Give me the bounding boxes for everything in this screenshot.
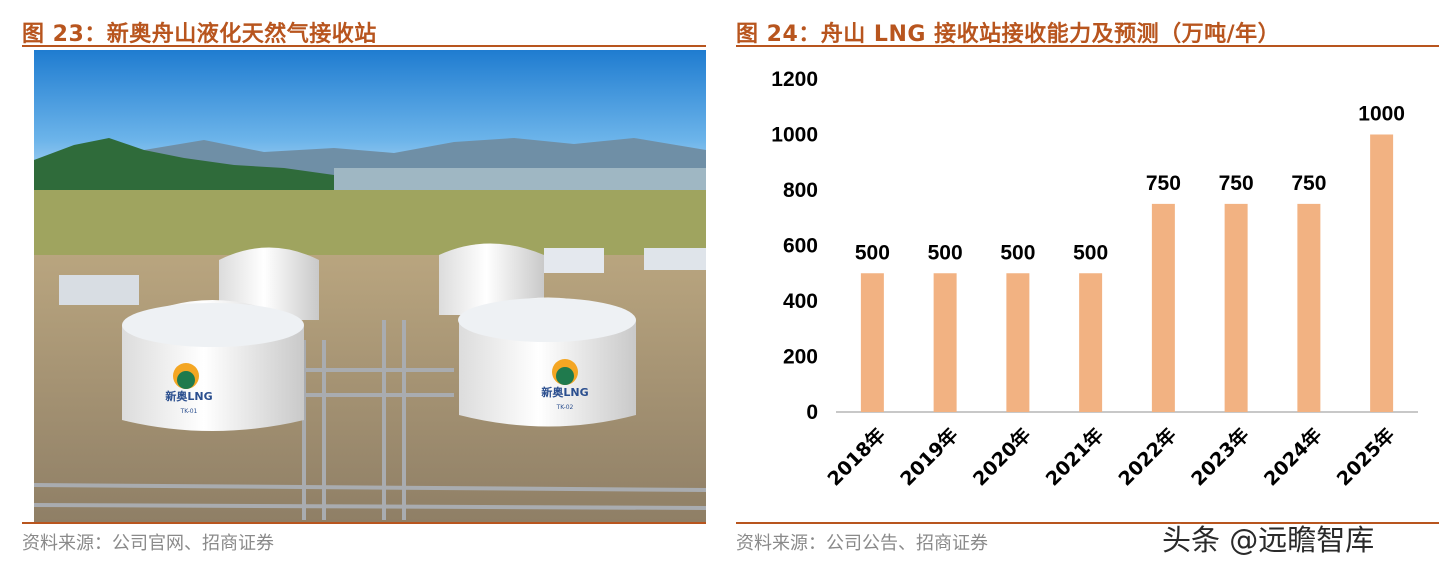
tank-back-right (439, 243, 544, 315)
building-right (544, 248, 604, 273)
x-tick-label-2019年: 2019年 (896, 423, 963, 490)
y-axis-ticks: 0 200 400 600 800 1000 1200 (771, 68, 818, 424)
lng-terminal-photo: 新奥LNG TK-01 新奥LNG TK-02 (34, 50, 706, 522)
bars (860, 134, 1394, 412)
data-label-2022年: 750 (1146, 172, 1181, 195)
tank-tk-01: 新奥LNG TK-01 (122, 300, 304, 431)
tank-back-left (219, 247, 319, 320)
data-label-2024年: 750 (1291, 172, 1326, 195)
figure-23-source: 资料来源：公司官网、招商证券 (22, 533, 274, 554)
x-axis-ticks: 2018年 2019年 2020年 2021年 2022年 2023年 2024年 2025年 (823, 423, 1399, 490)
bar-2019年 (933, 273, 957, 412)
data-label-2019年: 500 (928, 241, 963, 264)
y-tick-label-0: 0 (806, 401, 818, 424)
bar-2023年 (1224, 203, 1248, 412)
tank-1-logo-text: 新奥LNG (165, 389, 212, 403)
bar-2025年 (1370, 134, 1394, 412)
figure-24-title: 图 24：舟山 LNG 接收站接收能力及预测（万吨/年） (736, 22, 1281, 47)
right-figure-panel: 图 24：舟山 LNG 接收站接收能力及预测（万吨/年） 0 200 400 600 8… (736, 0, 1439, 571)
data-label-2025年: 1000 (1358, 103, 1405, 126)
x-tick-label-2023年: 2023年 (1187, 423, 1254, 490)
x-tick-label-2024年: 2024年 (1259, 423, 1326, 490)
source-divider (22, 522, 706, 524)
title-divider (736, 45, 1439, 47)
y-tick-label-200: 200 (783, 346, 818, 369)
x-tick-label-2018年: 2018年 (823, 423, 890, 490)
figure-24-source: 资料来源：公司公告、招商证券 (736, 533, 988, 554)
y-tick-label-400: 400 (783, 290, 818, 313)
x-tick-label-2025年: 2025年 (1332, 423, 1399, 490)
y-tick-label-800: 800 (783, 179, 818, 202)
bar-2021年 (1079, 273, 1103, 412)
tank-2-label: TK-02 (556, 404, 574, 411)
data-label-2020年: 500 (1000, 241, 1035, 264)
bar-2024年 (1297, 203, 1321, 412)
left-figure-panel: 图 23：新奥舟山液化天然气接收站 (22, 0, 706, 571)
x-tick-label-2022年: 2022年 (1114, 423, 1181, 490)
figure-23-title: 图 23：新奥舟山液化天然气接收站 (22, 22, 377, 47)
data-labels: 500 500 500 500 750 750 750 1000 (855, 103, 1405, 265)
pipe-racks (34, 320, 706, 520)
source-divider (736, 522, 1439, 524)
y-tick-label-1200: 1200 (771, 68, 818, 91)
tank-1-label: TK-01 (180, 408, 198, 415)
title-divider (22, 45, 706, 47)
building-left (59, 275, 139, 305)
bar-2020年 (1006, 273, 1030, 412)
x-tick-label-2021年: 2021年 (1041, 423, 1108, 490)
building-far-right (644, 248, 706, 270)
bar-2022年 (1151, 203, 1175, 412)
data-label-2018年: 500 (855, 241, 890, 264)
y-tick-label-600: 600 (783, 235, 818, 258)
tank-tk-02: 新奥LNG TK-02 (458, 297, 636, 427)
capacity-bar-chart: 0 200 400 600 800 1000 1200 500 500 500 500 750 750… (771, 68, 1418, 490)
data-label-2021年: 500 (1073, 241, 1108, 264)
tank-2-logo-text: 新奥LNG (541, 385, 588, 399)
y-tick-label-1000: 1000 (771, 124, 818, 147)
data-label-2023年: 750 (1219, 172, 1254, 195)
bar-2018年 (860, 273, 884, 412)
x-tick-label-2020年: 2020年 (968, 423, 1035, 490)
watermark: 头条 @远瞻智库 (1162, 523, 1375, 557)
